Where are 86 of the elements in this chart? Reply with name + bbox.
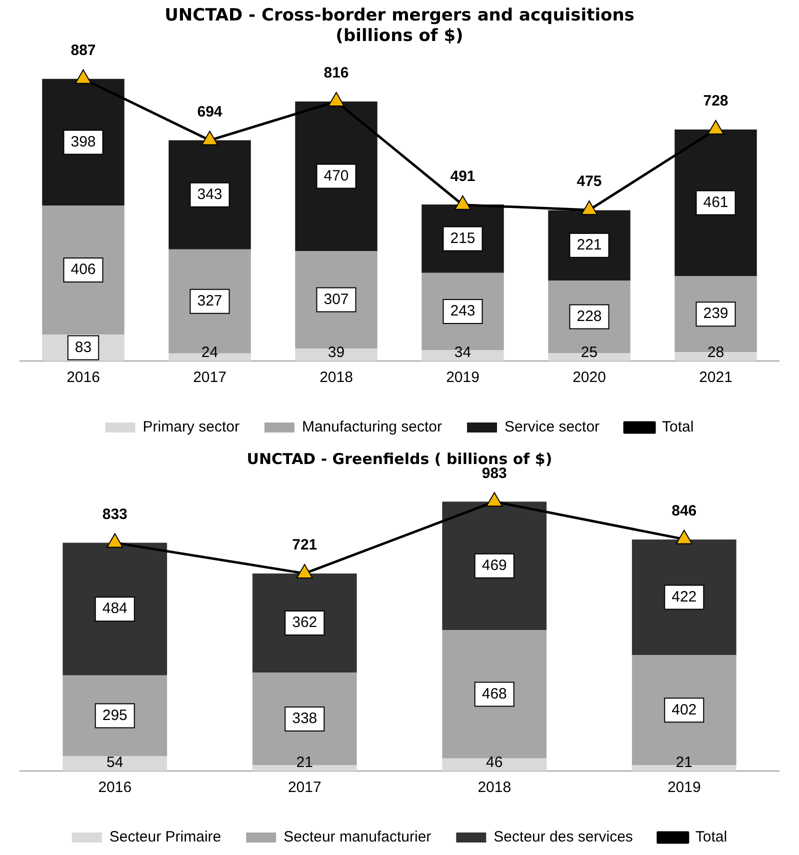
data-label: 24 <box>201 344 218 362</box>
data-label: 28 <box>707 344 724 362</box>
x-tick-label: 2021 <box>699 369 732 386</box>
data-label: 228 <box>576 308 602 325</box>
bar <box>442 758 547 771</box>
data-label: 239 <box>703 305 728 322</box>
data-label: 362 <box>292 614 318 632</box>
x-tick-label: 2016 <box>98 779 132 796</box>
data-label: 470 <box>324 167 349 184</box>
bar <box>42 206 124 335</box>
point <box>676 530 692 544</box>
point <box>707 120 724 134</box>
data-label: 338 <box>292 710 318 728</box>
data-label: 484 <box>102 600 128 618</box>
data-label: 83 <box>74 338 92 356</box>
data-label: 816 <box>324 64 349 82</box>
point <box>454 195 472 210</box>
legend-label: Manufacturing sector <box>302 418 442 436</box>
data-label: 215 <box>450 230 476 247</box>
data-label: 694 <box>197 103 223 120</box>
bar <box>632 765 736 771</box>
bar <box>295 348 378 361</box>
bar <box>168 140 251 250</box>
data-label: 54 <box>106 754 124 772</box>
data-label: 721 <box>292 536 318 554</box>
x-tick-label: 2020 <box>572 369 606 386</box>
data-label: 398 <box>70 133 96 150</box>
legend-label: Total <box>695 828 728 846</box>
legend-label: Secteur manufacturier <box>284 828 432 846</box>
bar <box>252 765 357 771</box>
bar <box>62 756 168 771</box>
bar <box>252 573 357 673</box>
legend-label: Service sector <box>504 418 600 436</box>
point <box>106 533 124 548</box>
bar <box>632 655 736 766</box>
legend-label: Secteur des services <box>494 828 633 846</box>
bar <box>295 102 378 251</box>
data-label: 21 <box>676 754 692 772</box>
data-label: 846 <box>672 502 697 520</box>
text: UNCTAD - Cross-border mergers and acquisitions (billions of $) <box>164 6 634 46</box>
x-tick-label: 2018 <box>478 779 512 796</box>
bar <box>62 675 168 756</box>
x-tick-label: 2019 <box>667 779 701 796</box>
data-label: 327 <box>197 292 222 310</box>
bar <box>42 78 124 206</box>
point <box>74 69 92 84</box>
legend-label: Total <box>662 418 694 436</box>
point <box>580 200 598 215</box>
data-label: 34 <box>454 344 472 362</box>
data-label: 468 <box>482 685 507 702</box>
data-label: 469 <box>482 557 507 574</box>
x-tick-label: 2016 <box>66 369 100 386</box>
data-label: 402 <box>672 701 697 718</box>
point <box>328 92 345 107</box>
bar <box>62 542 168 676</box>
point <box>486 492 503 507</box>
data-label: 887 <box>70 42 96 60</box>
bar <box>674 129 757 276</box>
legend-label: Secteur Primaire <box>109 828 222 846</box>
bar <box>252 672 357 766</box>
data-label: 475 <box>576 173 602 190</box>
bar <box>442 502 547 630</box>
data-label: 243 <box>450 302 476 320</box>
data-label: 39 <box>328 344 345 362</box>
point <box>201 130 218 146</box>
bar <box>442 630 547 758</box>
x-tick-label: 2017 <box>288 779 322 796</box>
data-label: 221 <box>576 236 602 254</box>
data-label: 728 <box>703 92 728 110</box>
data-label: 295 <box>102 706 128 724</box>
x-tick-label: 2018 <box>320 369 353 386</box>
legend-label: Primary sector <box>142 418 240 436</box>
data-label: 406 <box>70 261 96 278</box>
bar <box>632 539 736 656</box>
point <box>296 564 313 578</box>
x-tick-label: 2017 <box>193 369 226 386</box>
data-label: 461 <box>703 194 728 211</box>
x-tick-label: 2019 <box>446 369 480 386</box>
data-label: 307 <box>324 290 349 308</box>
data-label: 343 <box>197 186 222 203</box>
data-label: 46 <box>486 754 503 772</box>
data-label: 833 <box>102 506 128 523</box>
data-label: 21 <box>296 754 313 772</box>
data-label: 422 <box>672 588 697 606</box>
data-label: 491 <box>450 168 476 186</box>
data-label: 25 <box>580 344 598 362</box>
